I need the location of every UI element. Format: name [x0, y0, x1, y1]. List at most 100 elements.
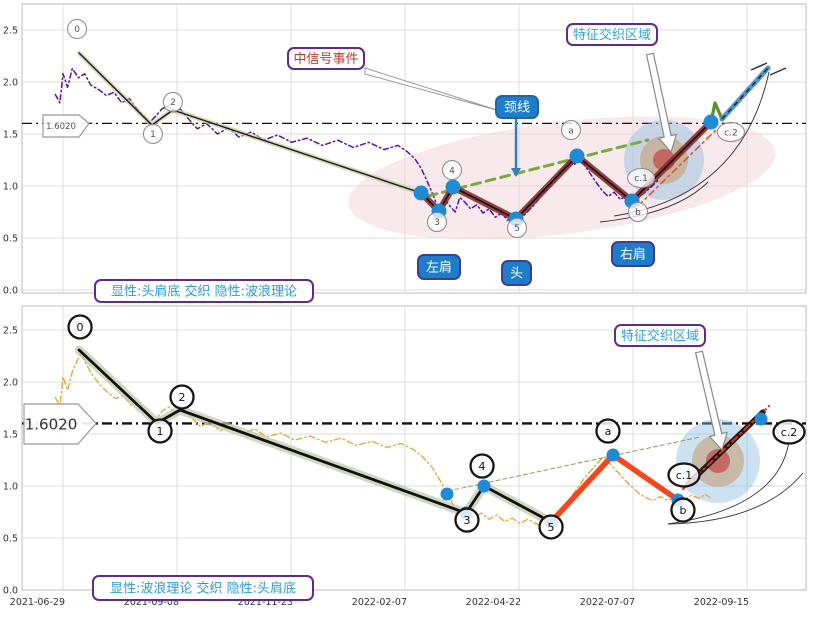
pivot-dot	[703, 114, 719, 130]
wave-label-text: 0	[74, 25, 80, 35]
y-tick-label: 2.0	[3, 78, 18, 89]
pointer-arrow-head	[511, 168, 521, 177]
x-tick-label: 2022-04-22	[466, 597, 521, 608]
pivot-dot	[606, 448, 620, 462]
endpoint-cap-tick	[750, 62, 768, 71]
neckline-label-box	[495, 95, 539, 119]
wave-label-circle	[469, 453, 495, 479]
feature-zone-bullseye-ring	[706, 449, 730, 473]
mode-label-box	[94, 279, 314, 303]
wave-label-text: b	[679, 504, 686, 517]
wave-label-circle	[627, 201, 649, 223]
wave-label-circle	[772, 419, 806, 445]
x-tick-label: 2022-09-15	[694, 597, 749, 608]
feature-zone-label-text: 特征交织区域	[621, 328, 699, 344]
wave-label-circle	[627, 167, 656, 189]
wave-label-text: c.2	[781, 426, 798, 439]
head-label-text: 头	[510, 267, 523, 282]
price-arrow-box	[42, 114, 90, 138]
wave-label-circle	[667, 462, 701, 488]
wave-label-circle	[560, 119, 582, 141]
wave-label-circle	[506, 217, 528, 239]
wave-label-text: 4	[479, 460, 486, 473]
pivot-dot	[413, 185, 429, 201]
tapered-arrow	[364, 67, 501, 112]
wave-label-circle	[538, 514, 564, 540]
wave-label-text: 5	[548, 521, 555, 534]
x-tick-label: 2021-11-23	[238, 597, 293, 608]
wave-label-text: 0	[77, 321, 84, 334]
wave-label-text: b	[635, 208, 641, 218]
mode-label-text: 显性:头肩底 交织 隐性:波浪理论	[111, 284, 297, 300]
x-tick-label: 2021-09-08	[124, 597, 179, 608]
y-tick-label: 1.0	[3, 482, 18, 493]
y-tick-label: 1.0	[3, 182, 18, 193]
wave-0-3-trend-line	[78, 52, 422, 194]
wave-label-text: 2	[179, 391, 186, 404]
pivot-dot	[440, 487, 454, 501]
wave-label-circle	[67, 18, 88, 40]
price-arrow-box	[23, 403, 97, 445]
neckline-label-text: 颈线	[504, 101, 530, 116]
right-shoulder-label-text: 右肩	[620, 247, 646, 263]
wave-label-text: c.1	[676, 469, 693, 482]
x-tick-label: 2022-02-07	[352, 597, 407, 608]
y-tick-label: 2.0	[3, 378, 18, 389]
annotation-arc	[667, 429, 791, 525]
forecast-blue-core	[721, 67, 769, 120]
price-arrow-label: 1.6020	[46, 122, 76, 132]
wave-impulse-line	[77, 348, 553, 524]
wave-label-circle	[441, 159, 463, 181]
white-callout-arrow	[645, 52, 678, 154]
wave-label-circle	[670, 497, 696, 523]
wave-label-text: c.1	[634, 174, 648, 184]
head-label-box	[501, 260, 532, 286]
y-tick-label: 0.5	[3, 234, 18, 245]
wave-label-text: 3	[463, 514, 470, 527]
wave-label-text: 5	[514, 224, 520, 234]
x-tick-label: 2021-06-29	[10, 597, 65, 608]
c-wave-projection-line	[637, 129, 717, 207]
white-callout-arrow	[694, 350, 728, 452]
y-tick-label: 1.5	[3, 430, 18, 441]
left-shoulder-label-box	[417, 254, 461, 280]
mode-label-text: 显性:波浪理论 交织 隐性:头肩底	[110, 581, 296, 597]
left-shoulder-label-text: 左肩	[426, 260, 452, 276]
pivot-dot	[477, 479, 491, 493]
annotation-arc	[599, 181, 709, 223]
mid-signal-event-box	[287, 47, 365, 70]
neckline-hidden-line	[447, 436, 701, 492]
feature-zone-label-box	[566, 23, 658, 46]
wave-label-circle	[169, 384, 195, 410]
y-tick-label: 2.5	[3, 26, 18, 37]
y-tick-label: 0.0	[3, 586, 18, 597]
y-tick-label: 2.5	[3, 326, 18, 337]
wave-label-text: a	[568, 126, 574, 136]
wave-label-text: c.2	[724, 128, 738, 138]
y-tick-label: 1.5	[3, 130, 18, 141]
y-tick-label: 0.0	[3, 286, 18, 297]
wave-label-text: 1	[150, 130, 156, 140]
y-tick-label: 0.5	[3, 534, 18, 545]
wave-label-text: a	[605, 425, 612, 438]
mid-signal-event-text: 中信号事件	[293, 52, 358, 67]
wave-label-circle	[162, 91, 183, 113]
feature-zone-label-box	[614, 324, 706, 347]
wave-label-circle	[595, 418, 621, 444]
x-tick-label: 2022-07-07	[580, 597, 635, 608]
endpoint-cap-tick	[769, 67, 787, 76]
price-arrow-label: 1.6020	[25, 415, 78, 433]
mode-label-box	[92, 575, 314, 601]
wave-label-text: 3	[434, 218, 440, 228]
panel-frame	[21, 305, 807, 591]
wave-label-circle	[426, 211, 448, 233]
pivot-dot	[754, 412, 768, 426]
wave-label-circle	[716, 121, 745, 143]
pivot-dot	[569, 148, 585, 164]
wave-label-circle	[147, 418, 173, 444]
pivot-dot	[445, 179, 461, 195]
wave-label-circle	[454, 507, 480, 533]
